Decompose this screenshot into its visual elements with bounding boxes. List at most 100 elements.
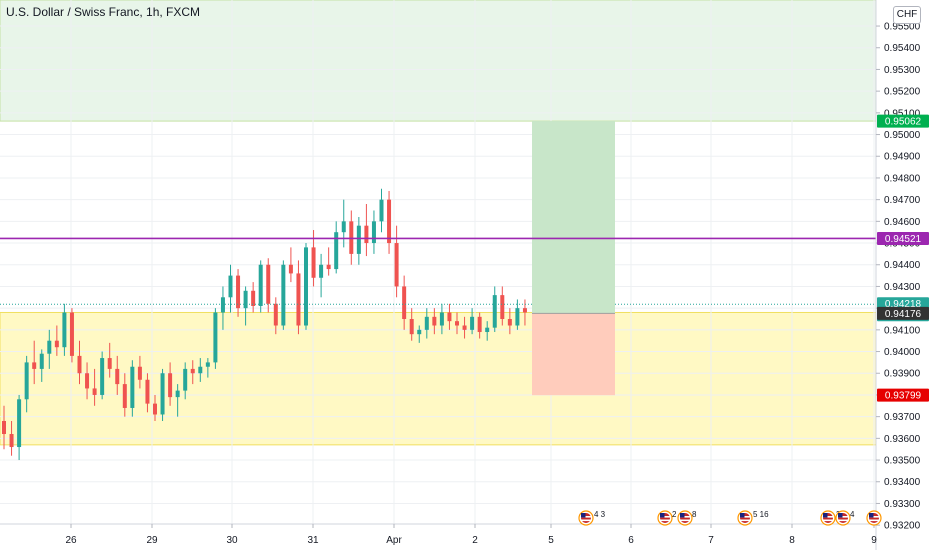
- candle-body: [115, 368, 120, 385]
- event-count: 8: [692, 510, 697, 519]
- event-count: 4: [850, 510, 855, 519]
- price-label-text: 0.94521: [885, 234, 922, 245]
- candle-body: [485, 327, 490, 333]
- candle-body: [266, 264, 271, 304]
- price-label-entry: [877, 306, 929, 320]
- flag-stripe: [823, 519, 833, 522]
- candle-body: [409, 318, 414, 335]
- y-tick-label: 0.93200: [884, 521, 921, 532]
- candle-body: [122, 384, 127, 408]
- candle-body: [507, 318, 512, 326]
- candle-body: [341, 221, 346, 233]
- y-tick-label: 0.93500: [884, 456, 921, 467]
- x-tick-label: Apr: [386, 535, 402, 546]
- y-tick-label: 0.94100: [884, 325, 921, 336]
- candle-body: [349, 221, 354, 254]
- candle-body: [183, 368, 188, 391]
- y-tick-label: 0.93300: [884, 499, 921, 510]
- y-tick-label: 0.93900: [884, 369, 921, 380]
- candle-body: [417, 329, 422, 335]
- flag-stripe: [869, 516, 879, 518]
- x-tick-label: 29: [146, 535, 158, 546]
- flag-canton: [581, 513, 586, 518]
- candle-body: [236, 275, 241, 309]
- candle-body: [130, 366, 135, 408]
- x-tick-label: 31: [307, 535, 319, 546]
- candle-body: [371, 221, 376, 244]
- candle-body: [311, 247, 316, 278]
- y-tick-label: 0.95500: [884, 22, 921, 33]
- price-axis: [876, 0, 932, 550]
- x-tick-label: 30: [226, 535, 238, 546]
- flag-canton: [660, 513, 665, 518]
- candle-body: [379, 199, 384, 222]
- chart-title: U.S. Dollar / Swiss Franc, 1h, FXCM: [6, 5, 201, 19]
- candle-body: [515, 308, 520, 326]
- price-label-text: 0.95062: [885, 117, 922, 128]
- flag-canton: [823, 513, 828, 518]
- candle-body: [160, 373, 165, 415]
- candle-body: [190, 368, 195, 374]
- price-label-stop: [877, 388, 929, 402]
- y-tick-label: 0.95300: [884, 65, 921, 76]
- candle-body: [281, 264, 286, 326]
- candle-body: [213, 312, 218, 363]
- candle-body: [288, 264, 293, 274]
- flag-stripe: [838, 519, 848, 522]
- x-tick-label: 9: [871, 535, 877, 546]
- candle-body: [424, 316, 429, 330]
- candle-body: [137, 366, 142, 380]
- x-tick-label: 7: [708, 535, 714, 546]
- candle-body: [258, 264, 263, 306]
- price-label-line: [877, 231, 929, 245]
- candle-body: [296, 273, 301, 326]
- y-tick-label: 0.94800: [884, 173, 921, 184]
- y-tick-label: 0.93400: [884, 477, 921, 488]
- currency-badge[interactable]: CHF: [893, 6, 921, 24]
- flag-canton: [869, 513, 874, 518]
- candle-body: [9, 434, 14, 448]
- candle-body: [251, 290, 256, 306]
- flag-stripe: [680, 516, 690, 518]
- candle-body: [319, 264, 324, 278]
- candle-body: [243, 290, 248, 309]
- flag-stripe: [869, 519, 879, 522]
- candle-body: [77, 355, 82, 374]
- candle-body: [32, 362, 37, 369]
- target-zone: [532, 121, 615, 314]
- demand-zone: [0, 311, 877, 446]
- supply-zone: [0, 0, 877, 122]
- candle-body: [432, 316, 437, 326]
- price-label-text: 0.94176: [885, 309, 922, 320]
- y-tick-label: 0.94400: [884, 260, 921, 271]
- candle-body: [326, 264, 331, 270]
- candle-body: [198, 366, 203, 374]
- flag-stripe: [581, 516, 591, 518]
- candle-body: [47, 340, 52, 354]
- flag-stripe: [740, 516, 750, 518]
- candle-body: [24, 362, 29, 400]
- flag-stripe: [660, 519, 670, 522]
- y-tick-label: 0.93700: [884, 412, 921, 423]
- candle-body: [334, 232, 339, 270]
- flag-stripe: [740, 519, 750, 522]
- candle-body: [145, 379, 150, 404]
- y-tick-label: 0.94600: [884, 217, 921, 228]
- flag-stripe: [823, 516, 833, 518]
- candle-body: [462, 325, 467, 330]
- candle-body: [394, 243, 399, 287]
- candle-body: [228, 275, 233, 298]
- flag-canton: [838, 513, 843, 518]
- event-count: 2: [672, 510, 677, 519]
- flag-canton: [680, 513, 685, 518]
- y-tick-label: 0.94300: [884, 282, 921, 293]
- event-count: 5 16: [753, 510, 769, 519]
- price-label-text: 0.94218: [885, 299, 922, 310]
- candle-body: [39, 353, 44, 369]
- x-tick-label: 6: [628, 535, 634, 546]
- stop-zone: [532, 313, 615, 396]
- y-tick-label: 0.95000: [884, 130, 921, 141]
- price-label-text: 0.93799: [885, 391, 922, 402]
